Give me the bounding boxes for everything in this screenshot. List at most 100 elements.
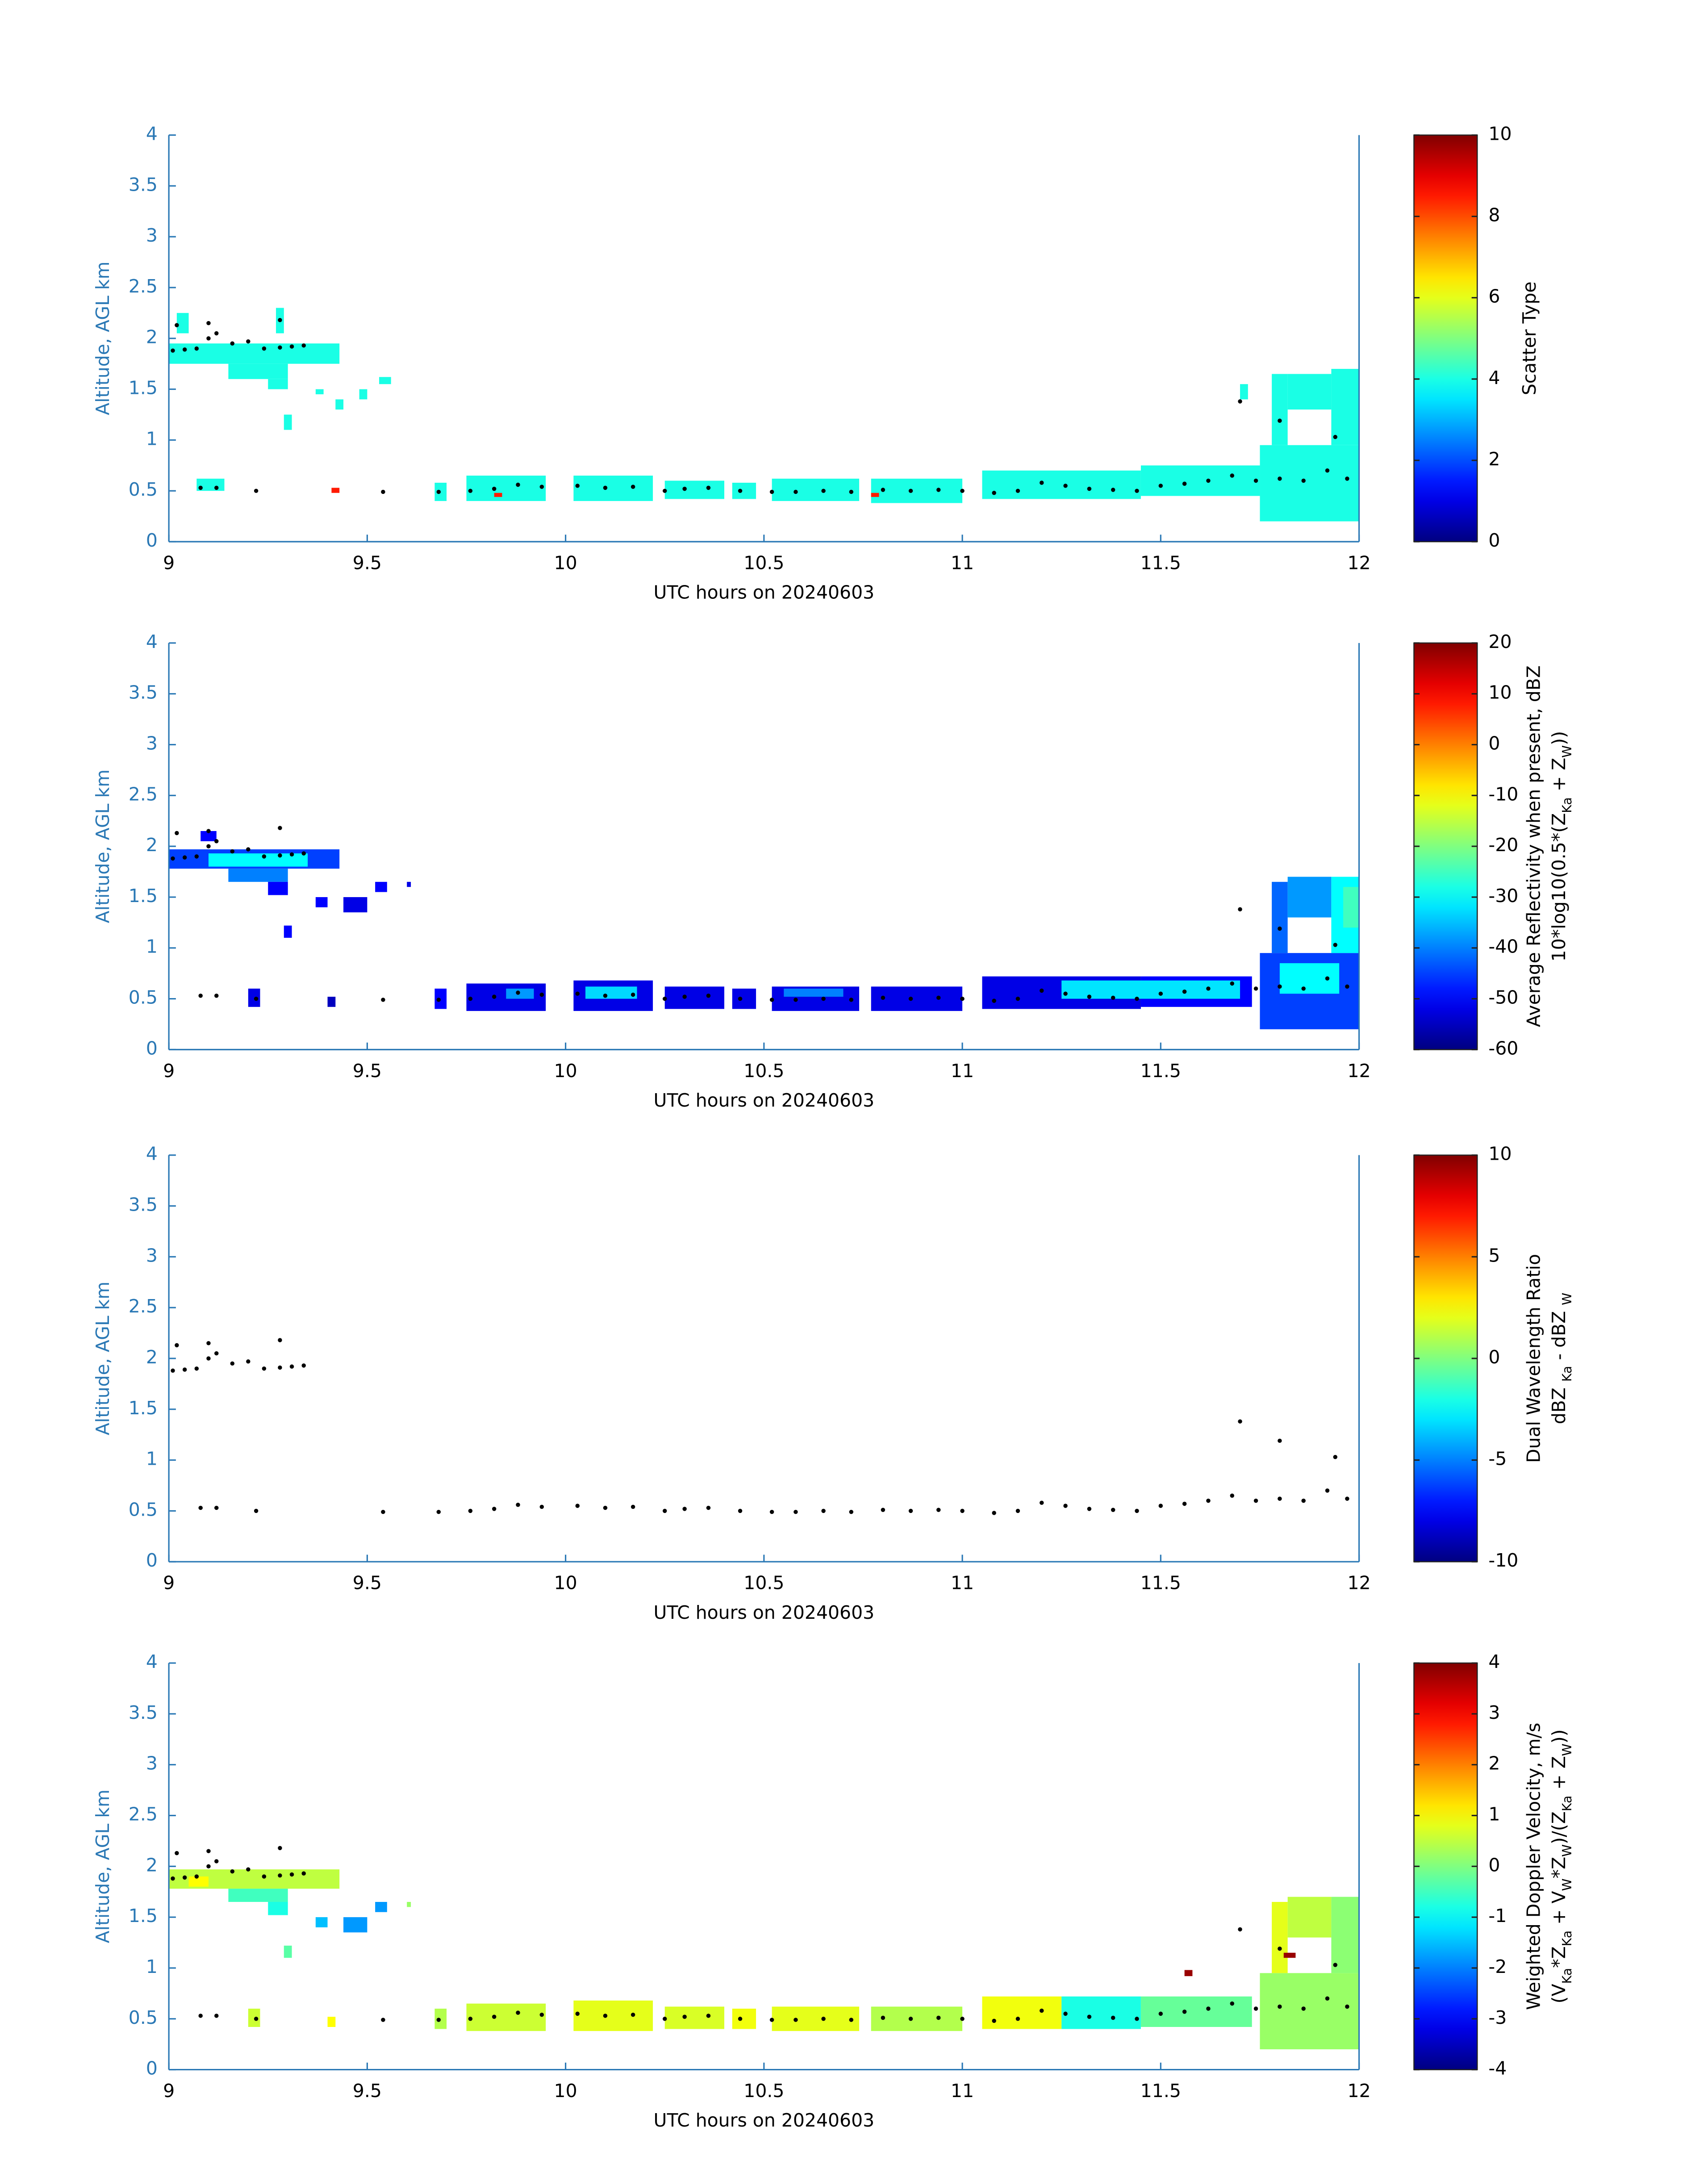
cloud-base-point: [230, 1361, 235, 1366]
cloud-base-point: [1325, 1996, 1330, 2001]
cell: [1272, 1902, 1288, 1973]
cloud-base-point: [492, 486, 497, 491]
y-tick-label: 0: [146, 530, 158, 551]
cloud-base-point: [663, 2017, 667, 2021]
cloud-base-point: [682, 1507, 687, 1511]
x-tick-label: 9: [163, 1060, 175, 1082]
cloud-base-point: [278, 345, 282, 350]
cell: [982, 1996, 1062, 2029]
cell: [1272, 374, 1288, 445]
label-part: - dBZ: [1548, 1305, 1570, 1366]
cloud-base-point: [1325, 976, 1330, 981]
colorbar-tick-label: 1: [1488, 1804, 1500, 1825]
y-tick-label: 2: [146, 834, 158, 856]
x-tick-label: 11: [951, 552, 974, 573]
cell: [772, 478, 860, 501]
y-tick-label: 3: [146, 732, 158, 754]
cloud-base-point: [468, 996, 473, 1001]
subscript: W: [1560, 1879, 1574, 1891]
cloud-base-point: [908, 1508, 913, 1513]
cloud-base-point: [992, 491, 996, 495]
label-part: Dual Wavelength Ratio: [1523, 1254, 1544, 1463]
cloud-base-point: [214, 994, 219, 998]
cell: [315, 897, 328, 907]
colorbar-tick-label: -2: [1488, 1956, 1507, 1977]
cloud-base-point: [908, 996, 913, 1001]
colorbar-tick-label: -4: [1488, 2058, 1507, 2079]
colorbar-tick-label: -3: [1488, 2007, 1507, 2028]
cloud-base-point: [182, 1367, 187, 1372]
x-tick-label: 10.5: [743, 1572, 784, 1594]
x-tick-label: 10: [554, 1060, 577, 1082]
x-tick-label: 12: [1348, 2080, 1371, 2102]
cloud-base-point: [246, 847, 251, 852]
cloud-base-point: [436, 2018, 441, 2022]
y-tick-label: 3: [146, 225, 158, 246]
cell: [335, 399, 344, 410]
colorbar: [1413, 1154, 1478, 1563]
colorbar-tick-label: -60: [1488, 1037, 1518, 1059]
cloud-base-point: [171, 1876, 175, 1881]
cell: [331, 488, 340, 493]
cloud-base-point: [769, 998, 774, 1002]
cloud-base-point: [182, 855, 187, 860]
subscript: W: [1560, 1293, 1574, 1305]
cloud-base-point: [301, 1871, 306, 1876]
cell: [506, 988, 534, 999]
cloud-base-point: [516, 2010, 520, 2015]
colorbar-tick-label: 4: [1488, 367, 1500, 389]
cloud-base-point: [769, 2018, 774, 2022]
cell: [1331, 369, 1359, 445]
y-tick-label: 1.5: [129, 377, 158, 399]
colorbar-tick-label: -5: [1488, 1448, 1507, 1470]
colorbar-tick-label: 0: [1488, 1346, 1500, 1368]
cell: [585, 986, 637, 999]
x-tick-label: 9: [163, 552, 175, 573]
cloud-base-point: [603, 485, 608, 490]
cloud-base-point: [769, 489, 774, 494]
cloud-base-point: [1278, 418, 1282, 423]
cell: [379, 377, 391, 384]
cloud-base-point: [881, 995, 885, 1000]
cloud-base-point: [1206, 986, 1211, 991]
colorbar-tick-label: -20: [1488, 834, 1518, 856]
cloud-base-point: [539, 2012, 544, 2017]
cloud-base-point: [936, 2015, 941, 2020]
cell: [982, 470, 1141, 499]
cloud-base-point: [1158, 2011, 1163, 2016]
x-tick-label: 11.5: [1140, 552, 1181, 573]
cloud-base-point: [706, 1505, 711, 1510]
colorbar-label: Scatter Type: [1519, 281, 1540, 395]
cloud-base-point: [175, 1343, 179, 1348]
cell: [1184, 1970, 1193, 1976]
colorbar-tick-label: -50: [1488, 987, 1518, 1008]
cloud-base-point: [1087, 994, 1092, 999]
cloud-base-point: [171, 856, 175, 861]
cell: [664, 481, 725, 499]
cloud-base-point: [1135, 489, 1139, 493]
cloud-base-point: [214, 331, 219, 336]
cloud-base-point: [631, 992, 635, 997]
cloud-base-point: [706, 994, 711, 998]
label-part: 10*log10(0.5*(Z: [1548, 813, 1570, 962]
cloud-base-point: [1278, 2004, 1282, 2009]
cloud-base-point: [1278, 984, 1282, 989]
cell: [343, 897, 367, 913]
cloud-base-point: [262, 346, 267, 351]
y-tick-label: 1: [146, 936, 158, 957]
label-part: + Z: [1548, 758, 1570, 797]
cloud-base-point: [793, 489, 798, 494]
colorbar-tick-label: 0: [1488, 1854, 1500, 1876]
cloud-base-point: [1135, 996, 1139, 1001]
x-tick-label: 12: [1348, 1572, 1371, 1594]
x-tick-label: 9.5: [353, 1060, 382, 1082]
cloud-base-point: [381, 1509, 385, 1514]
x-tick-label: 11: [951, 1060, 974, 1082]
cloud-base-point: [289, 1364, 294, 1369]
cell: [327, 2017, 336, 2027]
label-part: )): [1548, 731, 1570, 745]
y-tick-label: 0.5: [129, 1499, 158, 1520]
cloud-base-point: [206, 321, 211, 326]
cloud-base-point: [436, 489, 441, 494]
